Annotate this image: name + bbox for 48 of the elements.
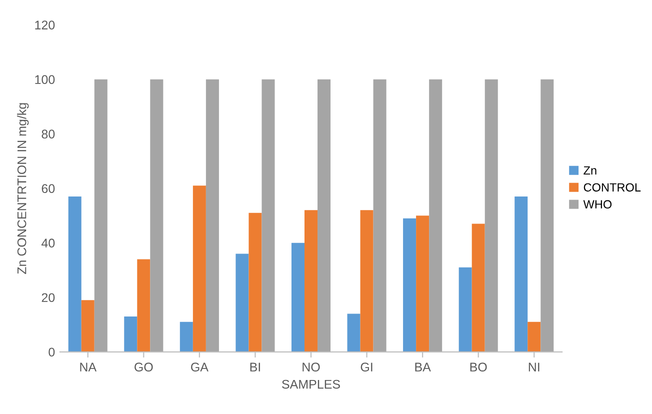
bar [484, 79, 498, 352]
x-tick-label: BO [470, 362, 487, 372]
bar [291, 242, 304, 352]
bar [347, 314, 360, 352]
bar [192, 186, 206, 352]
x-tick-label: BA [415, 362, 431, 372]
bar [514, 196, 528, 352]
bar [206, 79, 219, 352]
bar [528, 322, 541, 352]
x-tick-label: GI [360, 362, 372, 372]
y-tick-label: 60 [42, 184, 55, 194]
bar [403, 218, 416, 352]
bar [137, 259, 150, 352]
bar [458, 267, 472, 352]
bar [180, 322, 193, 352]
bar [304, 210, 318, 352]
bar [262, 79, 275, 352]
bar [94, 79, 108, 352]
bar [373, 79, 386, 352]
x-tick-label: GO [134, 362, 153, 372]
bar [540, 79, 554, 352]
y-axis-title: Zn CONCENTRTION IN mg/kg [17, 103, 29, 274]
y-tick-label: 100 [35, 75, 55, 84]
y-tick-label: 0 [48, 348, 55, 357]
x-tick-label: GA [191, 362, 208, 372]
legend-label: CONTROL [584, 183, 641, 192]
legend-label: WHO [583, 200, 612, 209]
y-tick-label: 120 [35, 20, 55, 30]
bar [360, 210, 374, 352]
bar [472, 224, 485, 352]
x-tick-label: NO [302, 362, 320, 372]
bar [429, 79, 442, 352]
x-axis-title: SAMPLES [282, 380, 340, 389]
legend-label: Zn [584, 166, 596, 174]
y-tick-label: 40 [42, 238, 55, 248]
bar [236, 254, 249, 352]
bar [318, 79, 331, 352]
bar [416, 216, 430, 352]
bar [150, 79, 164, 352]
x-tick-label: NI [528, 362, 540, 372]
bar [124, 316, 138, 352]
bar [81, 300, 94, 352]
x-tick-label: BI [250, 362, 260, 372]
y-tick-label: 20 [42, 293, 55, 302]
bar [68, 196, 82, 352]
x-tick-label: NA [80, 362, 97, 372]
bar [248, 212, 262, 352]
y-tick-label: 80 [42, 130, 55, 139]
